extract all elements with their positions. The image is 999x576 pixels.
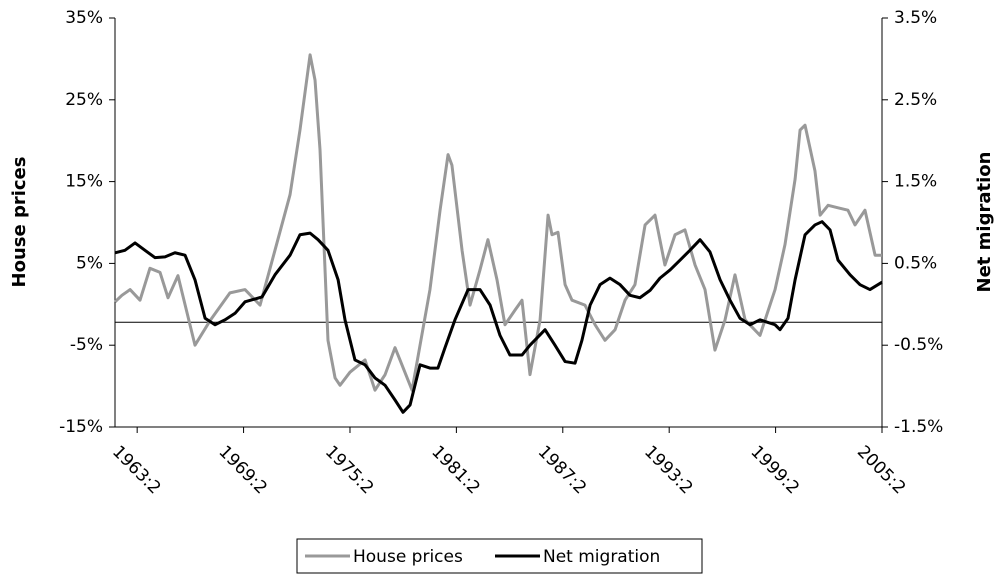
y2-tick-label: 3.5% [894,8,937,28]
y-tick-label: -5% [70,335,103,355]
x-tick-label: 2005:2 [853,442,909,498]
y-tick-label: 25% [65,90,103,110]
x-tick-label: 1987:2 [534,442,590,498]
y2-axis-title: Net migration [974,152,995,293]
y-tick-label: 35% [65,8,103,28]
series-line [114,220,883,414]
y2-tick-label: -0.5% [894,335,943,355]
x-tick-label: 1975:2 [321,442,377,498]
y-tick-label: 5% [76,253,103,273]
y2-tick-label: 2.5% [894,90,937,110]
y2-tick-label: 0.5% [894,253,937,273]
legend-label: Net migration [543,547,660,567]
x-tick-label: 1993:2 [640,442,696,498]
legend-label: House prices [353,547,463,567]
series-line [113,53,882,392]
y-tick-label: -15% [59,417,103,437]
x-tick-label: 1999:2 [747,442,803,498]
x-tick-label: 1963:2 [108,442,164,498]
x-tick-label: 1969:2 [215,442,271,498]
x-tick-label: 1981:2 [427,442,483,498]
y2-tick-label: -1.5% [894,417,943,437]
y-axis-title: House prices [9,157,30,288]
y-tick-label: 15% [65,172,103,192]
y2-tick-label: 1.5% [894,172,937,192]
